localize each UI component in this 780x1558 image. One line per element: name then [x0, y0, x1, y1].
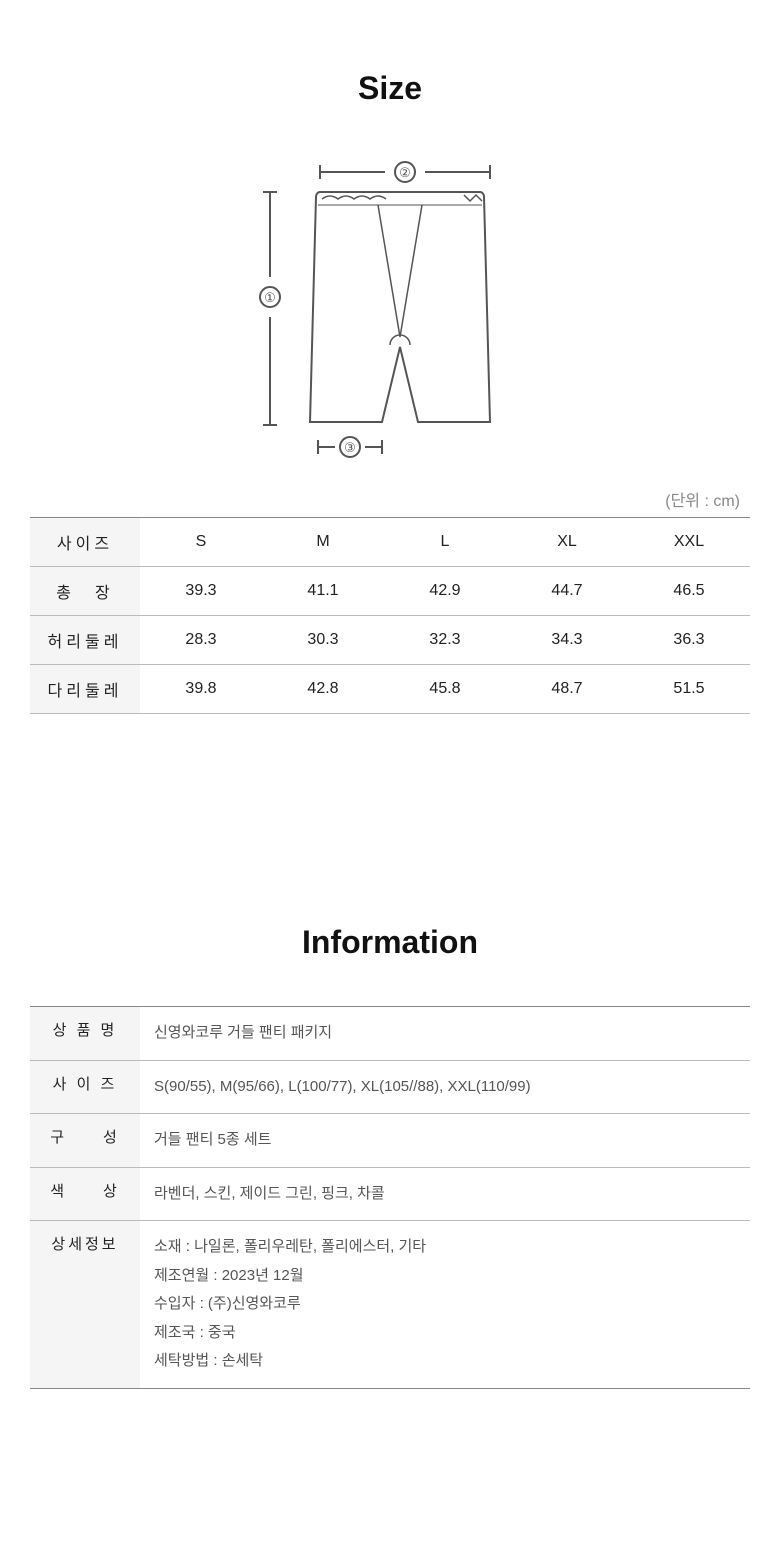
table-row: 총 장 39.3 41.1 42.9 44.7 46.5	[30, 567, 750, 616]
info-label: 구 성	[30, 1114, 140, 1168]
unit-label: (단위 : cm)	[30, 487, 750, 511]
table-row: 사이즈 S M L XL XXL	[30, 518, 750, 567]
table-row: 상세정보 소재 : 나일론, 폴리우레탄, 폴리에스터, 기타 제조연월 : 2…	[30, 1221, 750, 1389]
info-value: 소재 : 나일론, 폴리우레탄, 폴리에스터, 기타 제조연월 : 2023년 …	[140, 1221, 750, 1389]
table-row: 색 상 라벤더, 스킨, 제이드 그린, 핑크, 차콜	[30, 1167, 750, 1221]
col-header: L	[384, 518, 506, 567]
info-label: 상 품 명	[30, 1007, 140, 1061]
row-label: 총 장	[30, 567, 140, 616]
table-row: 상 품 명 신영와코루 거들 팬티 패키지	[30, 1007, 750, 1061]
info-label: 사 이 즈	[30, 1060, 140, 1114]
col-header: 사이즈	[30, 518, 140, 567]
table-row: 구 성 거들 팬티 5종 세트	[30, 1114, 750, 1168]
info-value: S(90/55), M(95/66), L(100/77), XL(105//8…	[140, 1060, 750, 1114]
table-row: 허리둘레 28.3 30.3 32.3 34.3 36.3	[30, 616, 750, 665]
info-table: 상 품 명 신영와코루 거들 팬티 패키지 사 이 즈 S(90/55), M(…	[30, 1006, 750, 1389]
col-header: S	[140, 518, 262, 567]
row-label: 허리둘레	[30, 616, 140, 665]
col-header: XXL	[628, 518, 750, 567]
size-table: 사이즈 S M L XL XXL 총 장 39.3 41.1 42.9 44.7…	[30, 517, 750, 714]
table-row: 다리둘레 39.8 42.8 45.8 48.7 51.5	[30, 665, 750, 714]
size-diagram: ② ① ③	[30, 147, 750, 467]
col-header: M	[262, 518, 384, 567]
info-value: 거들 팬티 5종 세트	[140, 1114, 750, 1168]
table-row: 사 이 즈 S(90/55), M(95/66), L(100/77), XL(…	[30, 1060, 750, 1114]
info-label: 상세정보	[30, 1221, 140, 1389]
info-heading: Information	[30, 924, 750, 961]
marker-leg: ③	[344, 440, 356, 455]
size-heading: Size	[30, 70, 750, 107]
info-value: 신영와코루 거들 팬티 패키지	[140, 1007, 750, 1061]
info-value: 라벤더, 스킨, 제이드 그린, 핑크, 차콜	[140, 1167, 750, 1221]
col-header: XL	[506, 518, 628, 567]
info-label: 색 상	[30, 1167, 140, 1221]
marker-height: ①	[264, 290, 276, 305]
marker-waist: ②	[399, 165, 411, 180]
row-label: 다리둘레	[30, 665, 140, 714]
